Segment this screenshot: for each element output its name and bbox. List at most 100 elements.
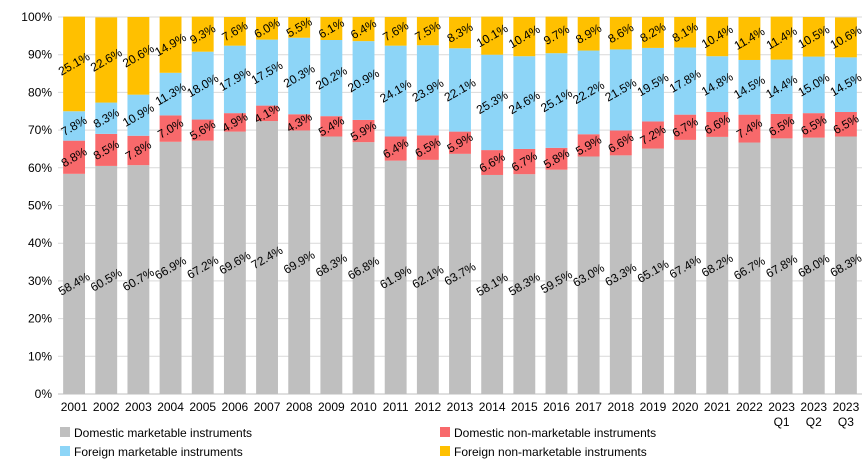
bar-segment (320, 17, 343, 40)
bar-segment (481, 16, 504, 55)
bar-segment (674, 17, 697, 48)
bar-segment (545, 169, 568, 394)
x-tick-label: 2001 (61, 400, 88, 414)
bar-segment (95, 102, 118, 134)
bar-segment (63, 140, 86, 174)
bar-segment (481, 54, 504, 151)
x-tick-label: 2017 (575, 400, 602, 414)
y-tick-label: 0% (35, 387, 53, 401)
legend-swatch (60, 446, 70, 456)
bar-segment (674, 47, 697, 115)
bar-segment (352, 142, 375, 394)
bar-segment (127, 165, 150, 394)
bar-segment (834, 57, 857, 113)
bar-segment (159, 115, 182, 142)
bar-segment (384, 136, 407, 161)
bar-segment (609, 49, 632, 131)
bar-segment (738, 142, 761, 394)
bar-segment (191, 119, 214, 141)
bar-segment (223, 45, 246, 114)
x-tick-label: 2023 Q1 (768, 400, 795, 429)
bar-segment (738, 59, 761, 115)
bar-segment (191, 51, 214, 120)
legend-swatch (440, 446, 450, 456)
bar-segment (513, 17, 536, 57)
bar-segment (449, 48, 471, 132)
x-tick-label: 2011 (383, 400, 409, 414)
bar-segment (191, 16, 214, 52)
bar-segment (642, 17, 664, 48)
bar-segment (223, 113, 246, 132)
bar-segment (320, 39, 343, 117)
x-tick-label: 2005 (189, 400, 216, 414)
bar-segment (352, 41, 375, 120)
bar-segment (223, 131, 246, 394)
legend-swatch (440, 427, 450, 437)
bar-segment (352, 119, 375, 143)
bar-segment (802, 113, 825, 138)
bar-segment (63, 111, 86, 141)
bar-segment (159, 141, 182, 394)
bar-segment (449, 153, 471, 394)
bar-segment (513, 148, 536, 175)
bar-segment (834, 112, 857, 137)
x-tick-label: 2006 (222, 400, 249, 414)
bar-segment (127, 135, 150, 166)
bar-segment (545, 16, 568, 54)
bar-segment (609, 155, 632, 394)
bar-segment (256, 105, 278, 122)
legend-swatch (60, 427, 70, 437)
bar-segment (320, 116, 343, 137)
bar-segment (384, 17, 407, 46)
bar-segment (288, 114, 311, 131)
bar-segment (642, 121, 664, 149)
x-tick-label: 2007 (254, 400, 281, 414)
bar-segment (513, 56, 536, 149)
bar-segment (545, 53, 568, 148)
bar-segment (95, 17, 118, 103)
y-tick-label: 40% (28, 236, 52, 250)
bar-segment (770, 16, 793, 60)
legend-label: Foreign non-marketable instruments (454, 445, 647, 459)
bar-segment (223, 17, 246, 46)
x-tick-label: 2023 Q3 (833, 400, 860, 429)
bar-segment (256, 39, 278, 106)
y-tick-label: 30% (28, 274, 52, 288)
bar-segment (481, 174, 504, 394)
y-tick-label: 60% (28, 161, 52, 175)
bar-segment (609, 130, 632, 156)
bar-segment (95, 133, 118, 166)
bar-segment (642, 148, 664, 394)
legend-label: Domestic marketable instruments (74, 426, 252, 440)
bar-segment (577, 17, 600, 51)
x-tick-label: 2015 (511, 400, 538, 414)
bar-segment (609, 17, 632, 50)
x-tick-label: 2010 (350, 400, 377, 414)
x-tick-label: 2022 (736, 400, 763, 414)
bar-segment (449, 131, 471, 154)
bar-segment (545, 147, 568, 170)
bar-segment (384, 45, 407, 137)
bar-segment (834, 17, 857, 58)
bar-segment (416, 17, 439, 46)
y-tick-label: 20% (28, 312, 52, 326)
bar-segment (706, 56, 729, 113)
bar-segment (159, 16, 182, 73)
x-tick-label: 2008 (286, 400, 313, 414)
bar-segment (738, 17, 761, 60)
bar-segment (288, 37, 311, 115)
bar-segment (577, 156, 600, 394)
bar-segment (738, 114, 761, 143)
x-tick-label: 2003 (125, 400, 152, 414)
y-tick-label: 70% (28, 123, 52, 137)
y-tick-label: 80% (28, 85, 52, 99)
bar-segment (416, 159, 439, 394)
bar-segment (770, 113, 793, 139)
bar-segment (320, 136, 343, 394)
x-tick-label: 2016 (543, 400, 570, 414)
bar-segment (95, 165, 118, 394)
bar-segment (706, 17, 729, 57)
x-tick-label: 2009 (318, 400, 345, 414)
bar-segment (352, 17, 375, 42)
